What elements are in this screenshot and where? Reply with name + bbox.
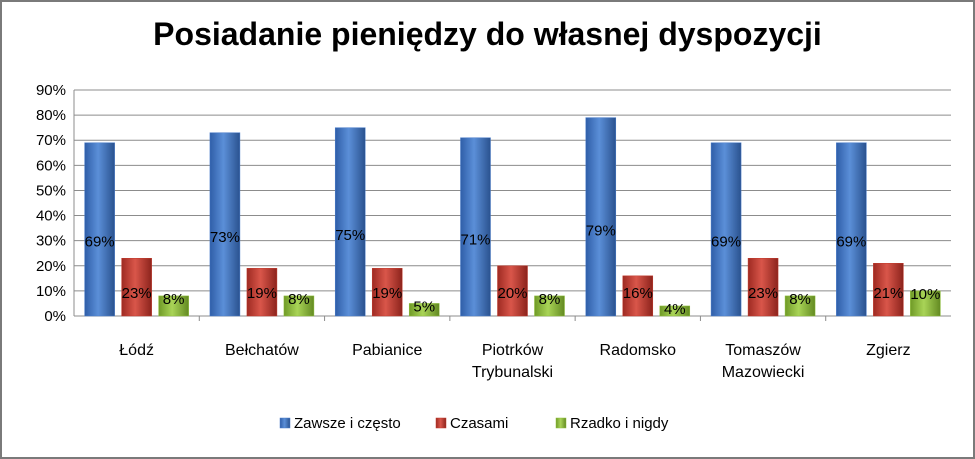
data-label: 21%: [873, 285, 903, 302]
bar: [910, 290, 941, 317]
category-label: Zgierz: [866, 342, 910, 359]
bar: [534, 295, 565, 317]
category-label: Radomsko: [600, 342, 677, 359]
bar: [334, 127, 366, 317]
bar: [209, 132, 241, 317]
data-label: 73%: [210, 229, 240, 246]
category-label: Łódź: [119, 342, 154, 359]
category-label: Bełchatów: [225, 342, 299, 359]
bar: [497, 265, 528, 317]
category-label: Pabianice: [352, 342, 422, 359]
legend-swatch: [555, 417, 567, 429]
bar: [121, 257, 152, 317]
legend-label: Zawsze i często: [294, 415, 401, 432]
bars: [84, 117, 941, 317]
data-label: 19%: [372, 285, 402, 302]
data-label: 69%: [85, 233, 115, 250]
axes: 0% 10% 20% 30% 40% 50% 60% 70% 80% 90% Łódź Bełchat…: [36, 82, 951, 381]
bar: [747, 257, 779, 317]
data-label: 5%: [413, 298, 435, 315]
y-tick-label: 90%: [36, 82, 66, 99]
chart-title: Posiadanie pieniędzy do własnej dyspozyc…: [153, 16, 822, 52]
bar: [460, 137, 491, 317]
legend-swatch: [435, 417, 447, 429]
data-labels: 69% 23% 8% 73% 19% 8% 75% 19% 5% 71% 20% 8% 79% 16% 4%…: [85, 223, 941, 318]
data-label: 16%: [623, 285, 653, 302]
bar: [873, 263, 904, 317]
legend-label: Rzadko i nigdy: [570, 415, 669, 432]
y-tick-label: 10%: [36, 283, 66, 300]
category-label: Tomaszów Mazowiecki: [722, 342, 805, 381]
data-label: 4%: [664, 301, 686, 318]
data-label: 69%: [836, 233, 866, 250]
bar: [246, 268, 278, 317]
data-label: 19%: [247, 285, 277, 302]
data-label: 10%: [910, 286, 940, 303]
y-tick-label: 70%: [36, 132, 66, 149]
data-label: 23%: [122, 285, 152, 302]
bar: [84, 142, 115, 317]
legend-swatch: [279, 417, 291, 429]
data-label: 8%: [539, 291, 561, 308]
data-label: 79%: [586, 223, 616, 240]
data-label: 8%: [288, 291, 310, 308]
data-label: 71%: [460, 231, 490, 248]
legend: Zawsze i często Czasami Rzadko i nigdy: [279, 415, 669, 432]
data-label: 23%: [748, 285, 778, 302]
bar: [622, 275, 654, 317]
y-tick-label: 80%: [36, 107, 66, 124]
bar: [371, 268, 403, 317]
data-label: 8%: [789, 291, 811, 308]
data-label: 20%: [497, 285, 527, 302]
data-label: 8%: [163, 291, 185, 308]
y-tick-label: 20%: [36, 258, 66, 275]
bar: [659, 305, 691, 317]
bar: [158, 295, 189, 317]
y-tick-label: 60%: [36, 157, 66, 174]
bar: [585, 117, 617, 317]
data-label: 69%: [711, 233, 741, 250]
y-tick-label: 50%: [36, 182, 66, 199]
bar: [710, 142, 742, 317]
bar: [283, 295, 315, 317]
data-label: 75%: [335, 227, 365, 244]
bar: [408, 303, 440, 317]
category-label: Piotrków Trybunalski: [472, 342, 553, 381]
legend-label: Czasami: [450, 415, 508, 432]
bar: [836, 142, 867, 317]
y-tick-label: 30%: [36, 233, 66, 250]
bar: [784, 295, 816, 317]
y-tick-label: 0%: [44, 308, 66, 325]
gridlines: [74, 89, 951, 292]
y-tick-label: 40%: [36, 208, 66, 225]
